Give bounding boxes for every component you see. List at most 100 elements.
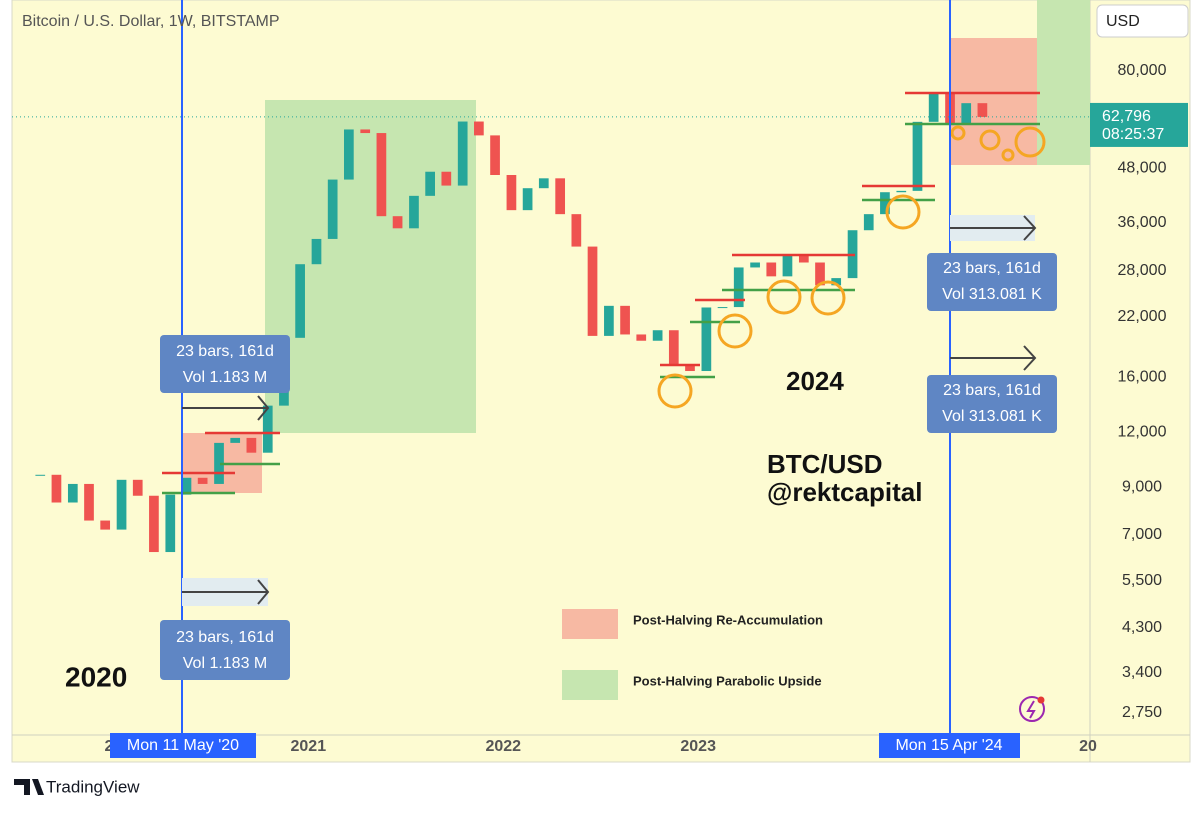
halving-label-bg — [879, 733, 1020, 758]
candle — [214, 442, 224, 484]
candle — [100, 520, 111, 530]
currency-button[interactable] — [1096, 4, 1189, 38]
candle — [165, 494, 176, 553]
candle — [295, 264, 305, 338]
circle — [717, 313, 753, 349]
candle — [604, 305, 614, 336]
measure-bars: 23 bars, 161d — [943, 260, 1041, 277]
candle — [490, 135, 500, 175]
candle — [35, 474, 46, 476]
candle — [717, 307, 728, 309]
legend-label: Post-Halving Re-Accumulation — [633, 612, 823, 627]
circle — [810, 280, 846, 316]
circle — [657, 373, 693, 409]
candle — [246, 437, 257, 453]
circle — [885, 194, 921, 230]
candle — [84, 483, 94, 521]
x-tick-label: 2022 — [485, 738, 521, 755]
y-tick-label: 4,300 — [1122, 619, 1162, 636]
y-tick-label: 9,000 — [1122, 478, 1162, 495]
candle — [766, 262, 777, 277]
candle — [555, 178, 566, 215]
y-tick-label: 5,500 — [1122, 572, 1162, 589]
legend-swatch — [562, 609, 618, 639]
y-tick-label: 12,000 — [1118, 423, 1167, 440]
halving-labels: Mon 11 May '20 Mon 15 Apr '24 — [110, 733, 1020, 758]
candle — [409, 195, 419, 229]
candle — [538, 178, 549, 189]
y-tick-label: 16,000 — [1118, 369, 1167, 386]
candle — [360, 129, 371, 134]
candle — [149, 495, 159, 553]
candle — [522, 188, 533, 211]
candle — [750, 262, 760, 268]
legend-label: Post-Halving Parabolic Upside — [633, 673, 822, 688]
reaccumulation-zone — [950, 38, 1037, 165]
measure-boxes: 23 bars, 161d Vol 1.183 M 23 bars, 161d … — [160, 253, 1057, 680]
measure-box — [160, 335, 290, 393]
currency: USD — [1106, 13, 1140, 30]
brand-logo — [14, 779, 44, 795]
candle — [132, 479, 143, 496]
measure-vol: Vol 313.081 K — [942, 408, 1042, 425]
candle — [636, 334, 647, 341]
candle — [327, 179, 338, 239]
candle — [181, 477, 192, 495]
candle — [896, 190, 907, 193]
parabolic-zone — [1037, 0, 1090, 165]
candle — [116, 479, 127, 530]
candle — [831, 278, 842, 286]
x-tick-label: 20 — [1079, 738, 1097, 755]
candle — [782, 254, 793, 277]
arrow — [182, 395, 270, 421]
circle — [1001, 148, 1015, 162]
candle — [587, 246, 598, 336]
y-tick-label: 28,000 — [1118, 262, 1167, 279]
measure-box — [927, 253, 1057, 311]
icon[interactable] — [1019, 696, 1045, 722]
candle — [457, 121, 468, 186]
circle — [950, 125, 966, 141]
y-tick-label: 2,750 — [1122, 704, 1162, 721]
candle — [620, 305, 630, 335]
circle — [1014, 126, 1046, 158]
candle — [441, 171, 452, 186]
arrow — [950, 215, 1037, 241]
candle — [506, 174, 517, 211]
circles — [657, 125, 1046, 409]
y-tick-label: 48,000 — [1118, 159, 1167, 176]
y-tick-label: 7,000 — [1122, 526, 1162, 543]
y-tick-label: 22,000 — [1118, 308, 1167, 325]
y-tick-label: 36,000 — [1118, 214, 1167, 231]
candle — [262, 405, 273, 453]
candle — [652, 330, 663, 341]
candle — [701, 307, 712, 372]
candle — [863, 214, 874, 231]
circle — [766, 279, 802, 315]
last-price: 62,796 — [1102, 108, 1151, 125]
halving-label: Mon 11 May '20 — [127, 737, 239, 754]
candle — [392, 216, 403, 229]
measure-bars: 23 bars, 161d — [943, 382, 1041, 399]
candle — [311, 238, 322, 265]
candle — [668, 330, 679, 365]
candle — [425, 171, 435, 196]
measure-bars: 23 bars, 161d — [176, 629, 274, 646]
y-tick-label: 3,400 — [1122, 664, 1162, 681]
measure-vol: Vol 1.183 M — [183, 369, 268, 386]
year-label: 2024 — [786, 366, 844, 396]
candle — [961, 103, 972, 124]
candle — [880, 192, 890, 215]
icon-badge — [1037, 696, 1045, 704]
measure-box — [160, 620, 290, 680]
halving-label: Mon 15 Apr '24 — [895, 737, 1002, 754]
candle — [733, 267, 744, 308]
candle — [685, 364, 695, 372]
legend-swatch — [562, 670, 618, 700]
chart-title: Bitcoin / U.S. Dollar, 1W, BITSTAMP — [22, 13, 280, 30]
last-price-bg — [1090, 102, 1188, 147]
candle — [197, 477, 208, 484]
circle — [979, 129, 1001, 151]
arrow — [950, 345, 1037, 371]
